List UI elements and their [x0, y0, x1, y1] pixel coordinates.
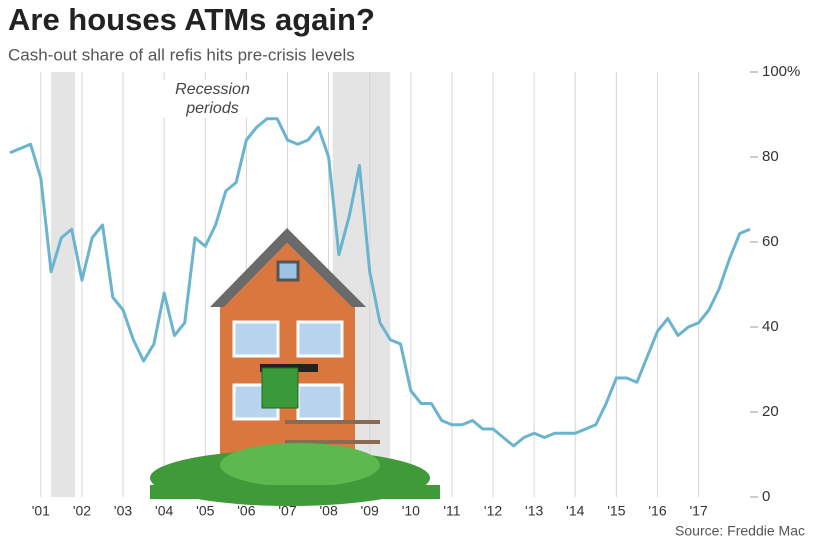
background-layer: '01 '02 '03 '04 '05 '06 '07 '08 '09 '10 '11 '12 '13 '…	[32, 63, 801, 519]
house-illustration	[150, 228, 440, 506]
x-tick-label: '06	[237, 503, 255, 519]
x-tick-label: '11	[443, 503, 460, 519]
y-tick-label: 80	[762, 148, 779, 165]
x-tick-label: '12	[484, 503, 502, 519]
x-tick-label: '05	[196, 503, 214, 519]
x-tick-label: '07	[278, 503, 296, 519]
x-tick-label: '16	[648, 503, 666, 519]
fence	[285, 440, 380, 444]
y-tick-label: 100%	[762, 63, 800, 80]
y-tick-label: 0	[762, 488, 770, 505]
x-tick-label: '10	[402, 503, 420, 519]
cash	[261, 367, 299, 409]
x-tick-label: '04	[155, 503, 173, 519]
money-pile	[150, 485, 440, 499]
y-tick-label: 40	[762, 318, 779, 335]
annotation: Recession periods	[160, 80, 265, 118]
fence	[285, 420, 380, 424]
y-tick-label: 20	[762, 403, 779, 420]
x-tick-label: '13	[525, 503, 543, 519]
house-window	[276, 260, 300, 282]
money-pile	[220, 443, 380, 487]
chart-subtitle: Cash-out share of all refis hits pre-cri…	[8, 45, 355, 64]
x-tick-label: '02	[73, 503, 91, 519]
x-tick-label: '03	[114, 503, 132, 519]
x-tick-label: '08	[319, 503, 337, 519]
house-window	[296, 383, 344, 421]
chart-title: Are houses ATMs again?	[8, 2, 375, 37]
x-tick-label: '01	[32, 503, 50, 519]
y-tick-label: 60	[762, 233, 779, 250]
line-series	[9, 117, 751, 448]
house-window	[296, 320, 344, 358]
x-tick-label: '09	[361, 503, 379, 519]
line-layer	[9, 117, 751, 448]
house-roof	[210, 228, 366, 307]
house-window	[232, 320, 280, 358]
x-tick-label: '14	[566, 503, 584, 519]
source: Source: Freddie Mac	[675, 523, 805, 539]
x-tick-label: '15	[607, 503, 625, 519]
x-tick-label: '17	[689, 503, 707, 519]
recession-band	[51, 72, 75, 497]
